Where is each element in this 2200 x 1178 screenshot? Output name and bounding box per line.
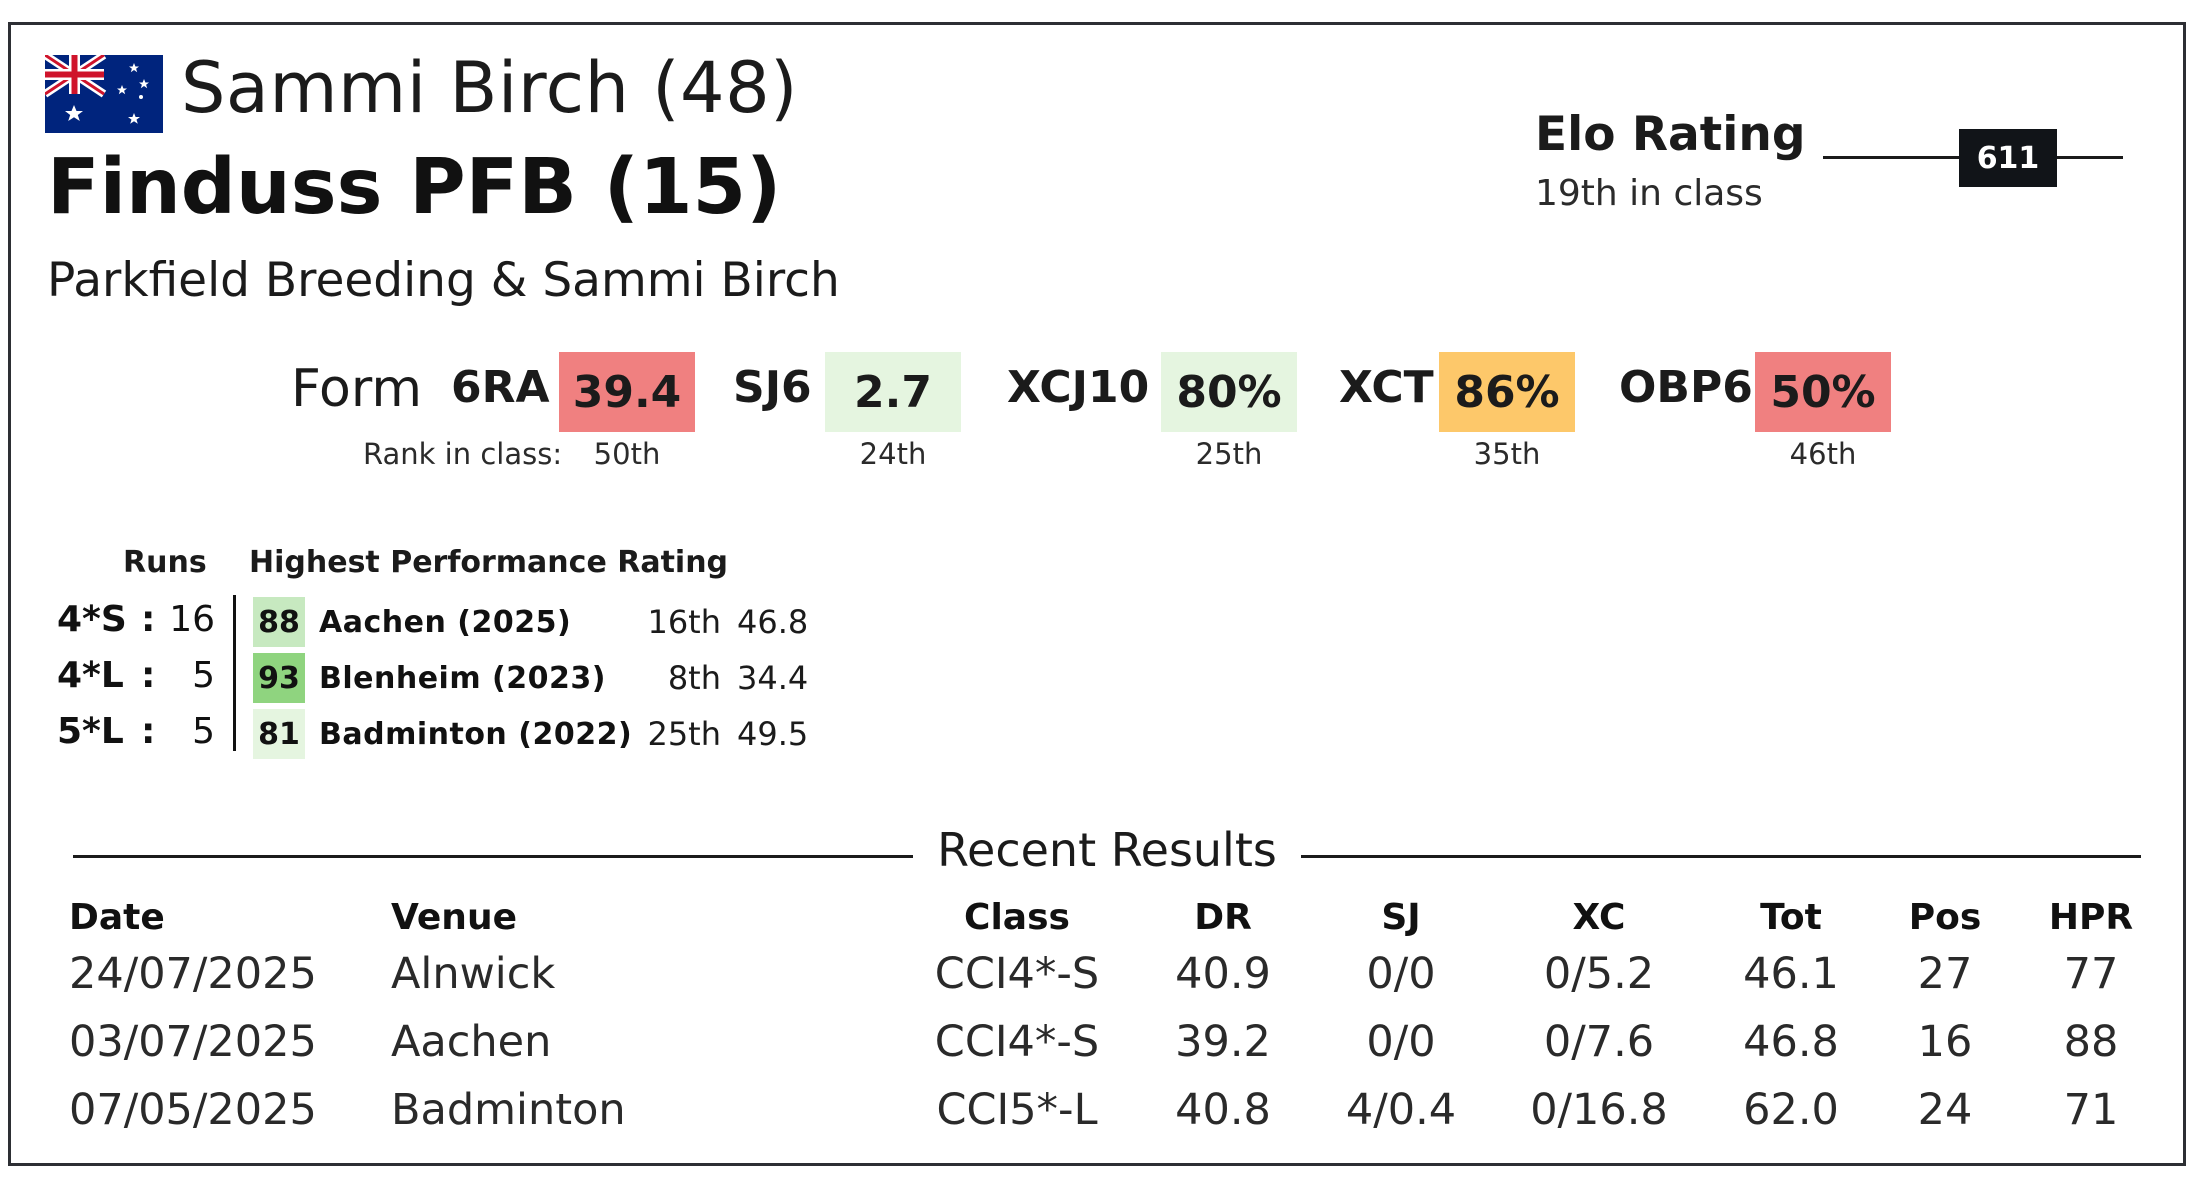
owners: Parkfield Breeding & Sammi Birch — [47, 253, 840, 308]
metric-rank-obp6: 46th — [1789, 437, 1857, 471]
hpr-score-badge: 93 — [253, 653, 305, 703]
section-divider-left — [73, 855, 913, 858]
result-venue: Alnwick — [391, 949, 556, 999]
result-xc: 0/5.2 — [1543, 949, 1655, 999]
result-dr: 39.2 — [1175, 1017, 1271, 1067]
result-pos: 16 — [1917, 1017, 1973, 1067]
elo-rank: 19th in class — [1535, 173, 1763, 214]
rider-name: Sammi Birch (48) — [181, 47, 798, 129]
metric-value-obp6: 50% — [1755, 352, 1891, 432]
metric-label-xcj10: XCJ10 — [1007, 362, 1150, 413]
col-header-class: Class — [964, 897, 1070, 938]
result-dr: 40.8 — [1175, 1085, 1271, 1135]
run-count: 5 — [192, 655, 215, 696]
hpr-total: 46.8 — [737, 603, 809, 641]
result-tot: 46.1 — [1743, 949, 1839, 999]
run-level: 5*L — [57, 711, 124, 752]
run-level: 4*S — [57, 599, 127, 640]
col-header-sj: SJ — [1381, 897, 1421, 938]
result-pos: 24 — [1917, 1085, 1973, 1135]
run-count: 5 — [192, 711, 215, 752]
hpr-event: Badminton (2022) — [319, 717, 633, 752]
rider-horse-card: Sammi Birch (48) Finduss PFB (15) Parkfi… — [8, 22, 2186, 1166]
result-xc: 0/16.8 — [1530, 1085, 1668, 1135]
col-header-pos: Pos — [1908, 897, 1982, 938]
metric-value-6ra: 39.4 — [559, 352, 695, 432]
result-pos: 27 — [1917, 949, 1973, 999]
hpr-score-badge: 88 — [253, 597, 305, 647]
col-header-venue: Venue — [391, 897, 517, 938]
result-sj: 0/0 — [1366, 949, 1436, 999]
result-date: 03/07/2025 — [69, 1017, 317, 1067]
recent-results-title: Recent Results — [937, 823, 1277, 877]
result-hpr: 71 — [2063, 1085, 2119, 1135]
hpr-total: 49.5 — [737, 715, 809, 753]
run-colon: : — [141, 711, 156, 752]
hpr-event: Blenheim (2023) — [319, 661, 606, 696]
result-hpr: 77 — [2063, 949, 2119, 999]
metric-rank-6ra: 50th — [593, 437, 661, 471]
runs-divider — [233, 595, 236, 751]
result-date: 24/07/2025 — [69, 949, 317, 999]
metric-value-xct: 86% — [1439, 352, 1575, 432]
run-count: 16 — [169, 599, 215, 640]
run-colon: : — [141, 655, 156, 696]
hpr-score-badge: 81 — [253, 709, 305, 759]
hpr-position: 25th — [647, 715, 721, 753]
result-venue: Aachen — [391, 1017, 552, 1067]
result-sj: 4/0.4 — [1345, 1085, 1457, 1135]
rank-caption: Rank in class: — [363, 437, 563, 471]
runs-header: Runs — [123, 545, 207, 580]
result-tot: 62.0 — [1743, 1085, 1839, 1135]
elo-title: Elo Rating — [1535, 107, 1806, 162]
result-class: CCI5*-L — [936, 1085, 1098, 1135]
col-header-dr: DR — [1194, 897, 1252, 938]
col-header-tot: Tot — [1760, 897, 1822, 938]
hpr-total: 34.4 — [737, 659, 809, 697]
metric-rank-xcj10: 25th — [1195, 437, 1263, 471]
hpr-event: Aachen (2025) — [319, 605, 572, 640]
form-label: Form — [291, 359, 422, 419]
australia-flag-icon — [45, 55, 163, 133]
metric-value-sj6: 2.7 — [825, 352, 961, 432]
run-colon: : — [141, 599, 156, 640]
hpr-position: 8th — [667, 659, 721, 697]
result-hpr: 88 — [2063, 1017, 2119, 1067]
result-venue: Badminton — [391, 1085, 626, 1135]
col-header-hpr: HPR — [2048, 897, 2134, 938]
elo-value-badge: 611 — [1959, 129, 2057, 187]
metric-value-xcj10: 80% — [1161, 352, 1297, 432]
metric-label-xct: XCT — [1339, 362, 1434, 413]
result-sj: 0/0 — [1366, 1017, 1436, 1067]
metric-rank-xct: 35th — [1473, 437, 1541, 471]
hpr-position: 16th — [647, 603, 721, 641]
metric-label-6ra: 6RA — [451, 362, 550, 413]
metric-label-sj6: SJ6 — [733, 362, 812, 413]
result-class: CCI4*-S — [934, 949, 1100, 999]
run-level: 4*L — [57, 655, 124, 696]
metric-rank-sj6: 24th — [859, 437, 927, 471]
metric-label-obp6: OBP6 — [1619, 362, 1753, 413]
horse-name: Finduss PFB (15) — [47, 143, 782, 232]
result-dr: 40.9 — [1175, 949, 1271, 999]
result-tot: 46.8 — [1743, 1017, 1839, 1067]
result-xc: 0/7.6 — [1543, 1017, 1655, 1067]
hpr-header: Highest Performance Rating — [249, 545, 729, 580]
col-header-date: Date — [69, 897, 165, 938]
section-divider-right — [1301, 855, 2141, 858]
result-class: CCI4*-S — [934, 1017, 1100, 1067]
col-header-xc: XC — [1572, 897, 1626, 938]
result-date: 07/05/2025 — [69, 1085, 317, 1135]
